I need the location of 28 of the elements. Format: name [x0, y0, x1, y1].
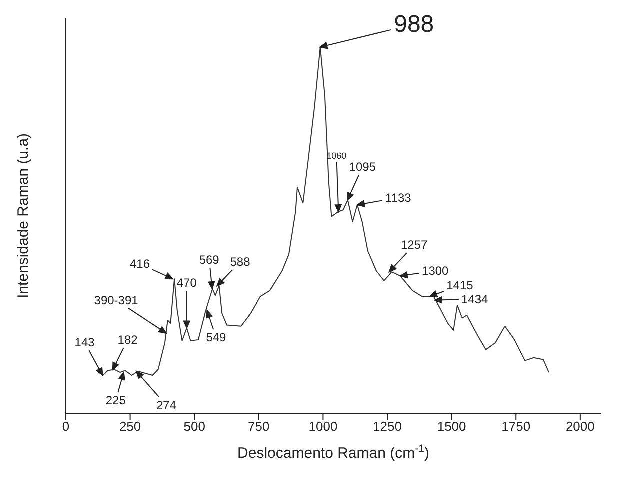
annotation: 1300: [422, 264, 450, 278]
annotation: 988: [394, 10, 434, 38]
x-tick-label: 0: [62, 419, 70, 434]
annotation: 143: [74, 336, 96, 350]
annotation: 1133: [386, 191, 412, 205]
annotation: 416: [130, 257, 150, 272]
annotation: 1257: [400, 238, 428, 252]
y-axis-title: Intensidade Raman (u.a): [15, 133, 32, 299]
x-tick-label: 250: [119, 419, 142, 434]
annotation: 1434: [461, 292, 489, 306]
x-tick-label: 1500: [437, 419, 466, 434]
x-tick-label: 2000: [566, 419, 595, 434]
annotation: 182: [118, 333, 138, 347]
x-tick-label: 500: [184, 419, 206, 434]
annotation: 1415: [446, 278, 474, 293]
annotation: 470: [176, 276, 198, 290]
x-axis-title: Deslocamento Raman (cm$^{-1}$): [238, 443, 430, 462]
x-tick-label: 1750: [502, 419, 531, 434]
x-tick-label: 750: [248, 419, 270, 434]
x-tick-label: 1000: [308, 419, 338, 434]
annotation: 549: [206, 330, 227, 345]
x-tick-label: 1250: [373, 419, 402, 434]
annotation: 588: [230, 255, 251, 270]
annotation: 1095: [349, 160, 376, 174]
annotation: 225: [106, 394, 126, 408]
annotation: 390-391: [94, 293, 139, 308]
annotation: 274: [156, 398, 177, 412]
annotation: 569: [199, 252, 220, 267]
